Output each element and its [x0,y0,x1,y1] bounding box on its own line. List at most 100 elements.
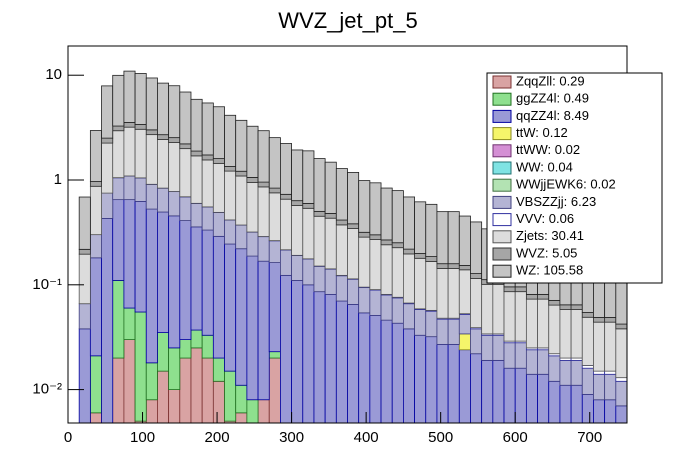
bar [391,322,404,424]
bar [257,181,270,188]
bar [537,373,550,424]
bar [89,234,102,259]
bar [593,370,606,375]
bar [101,85,114,139]
x-tick-label: 500 [428,429,453,446]
bar [324,217,337,270]
legend-label: WW: 0.04 [516,159,573,174]
x-tick-label: 200 [205,429,230,446]
bar [548,304,561,355]
bar [503,367,516,424]
legend-swatch [492,230,512,244]
legend-label: ttW: 0.12 [516,125,568,140]
bar [570,384,583,424]
x-tick-label: 0 [64,429,72,446]
legend-box [486,72,663,284]
bar [179,91,192,145]
bar [179,220,192,340]
bar [280,143,293,195]
bar [514,291,527,342]
bar [436,343,449,424]
bar [425,203,438,257]
bar [89,412,102,424]
bar [514,367,527,424]
bar [481,283,494,335]
bar [436,211,449,265]
bar [369,234,382,240]
bar [89,130,102,182]
bar [134,128,147,179]
bar [145,77,158,131]
bar [369,315,382,424]
bar [391,242,404,249]
bar [481,359,494,424]
bar [559,359,572,386]
bar [470,273,483,279]
bar [168,191,181,217]
bar [537,298,550,349]
bar [201,334,214,359]
bar [89,185,102,236]
bar [358,236,371,288]
bar [201,154,214,161]
bar [559,384,572,424]
bar [492,359,505,424]
bar [458,269,471,315]
bar [201,229,214,336]
bar [190,150,203,157]
bar [190,155,203,204]
y-tick-label: 10⁻² [32,381,62,398]
bar [190,329,203,349]
bar [458,349,471,424]
bar [593,373,606,401]
bar [145,183,158,210]
bar [470,353,483,424]
bar [268,187,281,194]
bar [525,373,538,424]
bar [324,213,337,219]
bar [358,287,371,314]
bar [134,73,147,125]
legend-swatch [492,127,512,141]
bar [492,283,505,335]
bar [302,258,315,286]
bar [235,119,248,172]
bar [458,265,471,271]
bar [224,114,237,167]
bar [581,312,594,318]
bar [123,339,136,424]
chart-title: WVZ_jet_pt_5 [278,8,417,33]
bar [514,286,527,293]
bar [257,130,270,183]
bar [335,224,348,276]
x-tick-label: 400 [354,429,379,446]
bar [402,303,415,330]
bar [380,319,393,424]
bar [347,171,360,225]
bar [391,190,404,244]
x-tick-label: 100 [130,429,155,446]
bar [414,309,427,336]
bar [123,199,136,309]
bar [246,176,259,183]
bar [581,316,594,366]
bar [402,328,415,424]
bar [78,303,91,330]
bar [525,293,538,300]
bar [291,280,304,424]
bar [157,82,170,136]
bar [369,182,382,236]
bar [414,253,427,259]
bar [347,228,360,280]
bar [190,347,203,424]
bar [257,399,270,424]
legend-swatch [492,213,512,227]
bar [347,278,360,305]
bar [402,196,415,250]
bar [201,206,214,231]
bar [425,336,438,424]
bar [212,235,225,359]
bar [593,317,606,323]
bar [436,318,449,345]
legend: ZqqZll: 0.29 ggZZ4l: 0.49 qqZZ4l: 8.49 ttW:… [486,72,663,284]
